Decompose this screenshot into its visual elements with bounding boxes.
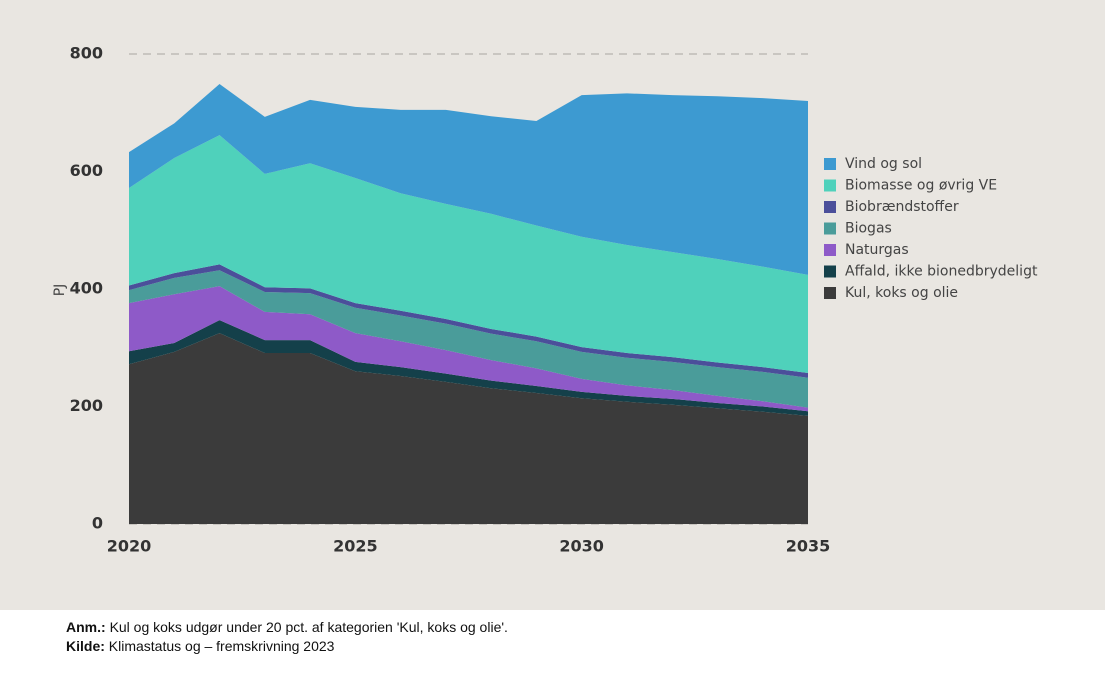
area <box>129 264 808 378</box>
note-text: Klimastatus og – fremskrivning 2023 <box>108 638 335 654</box>
legend-label: Naturgas <box>845 242 909 258</box>
note-label: Kilde: <box>66 638 105 654</box>
y-tick-label: 0 <box>92 514 103 533</box>
y-tick-label: 200 <box>70 396 103 415</box>
note: Kilde: Klimastatus og – fremskrivning 20… <box>66 637 508 656</box>
legend-label: Biomasse og øvrig VE <box>845 178 997 194</box>
area <box>129 83 808 275</box>
x-tick-label: 2030 <box>559 537 604 556</box>
legend-label: Biobrændstoffer <box>845 199 959 215</box>
area <box>129 135 808 374</box>
area <box>129 270 808 408</box>
y-axis-label: PJ <box>52 284 68 297</box>
legend-swatch <box>824 287 836 299</box>
area <box>129 333 808 524</box>
legend-swatch <box>824 244 836 256</box>
legend-swatch <box>824 222 836 235</box>
y-tick-label: 600 <box>70 161 103 180</box>
note: Anm.: Kul og koks udgør under 20 pct. af… <box>66 618 508 637</box>
notes: Anm.: Kul og koks udgør under 20 pct. af… <box>66 618 508 656</box>
area <box>129 320 808 416</box>
legend-label: Kul, koks og olie <box>845 285 958 301</box>
legend-label: Biogas <box>845 221 892 237</box>
note-text: Kul og koks udgør under 20 pct. af kateg… <box>109 619 508 635</box>
legend-label: Vind og sol <box>845 156 922 172</box>
legend-swatch <box>824 158 836 170</box>
y-tick-label: 800 <box>70 44 103 63</box>
y-tick-label: 400 <box>70 279 103 298</box>
legend-label: Affald, ikke bionedbrydeligt <box>845 264 1038 280</box>
note-label: Anm.: <box>66 619 106 635</box>
legend-swatch <box>824 179 836 192</box>
x-tick-label: 2025 <box>333 537 378 556</box>
legend-swatch <box>824 265 836 278</box>
legend-swatch <box>824 201 836 213</box>
chart: PJ 0 200 400 600 800 2020 2025 2030 2035 Kul, kok… <box>0 0 1105 610</box>
area <box>129 286 808 412</box>
x-tick-label: 2035 <box>786 537 831 556</box>
x-tick-label: 2020 <box>107 537 152 556</box>
